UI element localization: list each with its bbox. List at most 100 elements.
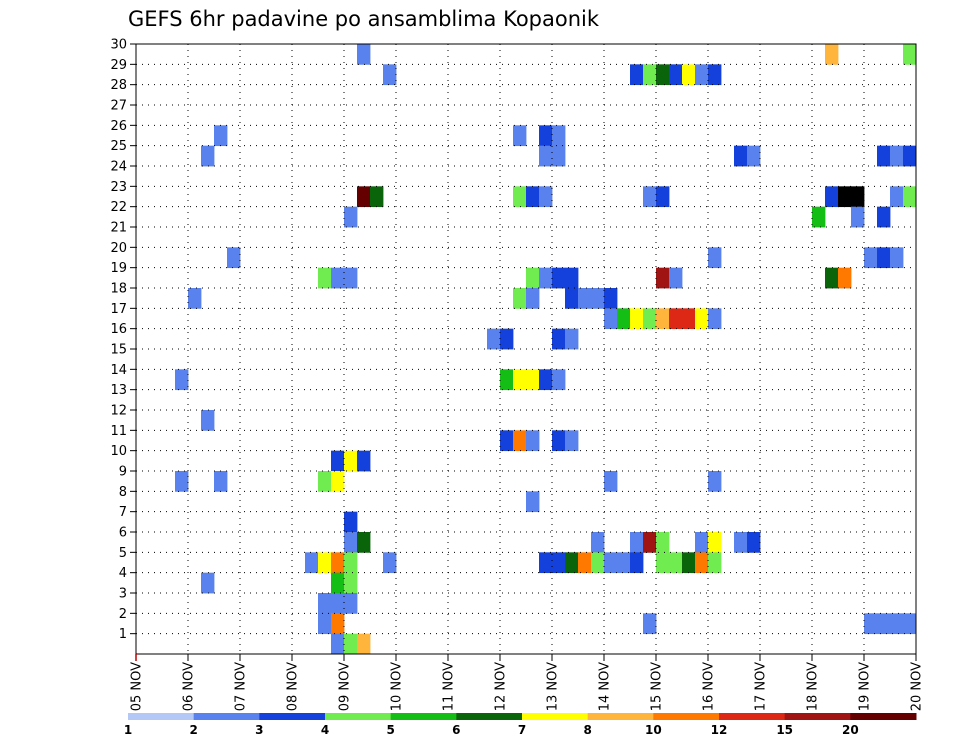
y-tick-label: 29	[110, 58, 127, 73]
heatmap-cell	[630, 308, 644, 330]
heatmap-cell	[630, 64, 644, 86]
heatmap-cell	[604, 288, 618, 309]
heatmap-cell	[539, 186, 553, 208]
heatmap-cell	[851, 186, 865, 208]
colorbar-label: 15	[776, 723, 793, 737]
heatmap-cell	[708, 471, 722, 492]
x-tick-label: 20 NOV	[910, 662, 925, 711]
heatmap-cell	[604, 308, 618, 330]
heatmap-cell	[643, 186, 657, 208]
heatmap-cell	[552, 369, 566, 391]
heatmap-cell	[331, 450, 345, 472]
colorbar-label: 2	[189, 723, 197, 737]
heatmap-cell	[565, 288, 579, 309]
heatmap-cell	[695, 64, 709, 86]
heatmap-cell	[643, 64, 657, 86]
x-tick-label: 05 NOV	[130, 662, 145, 711]
heatmap-cell	[344, 511, 358, 533]
heatmap-cell	[838, 186, 852, 208]
x-tick-label: 16 NOV	[702, 662, 717, 711]
heatmap-cell	[656, 64, 670, 86]
heatmap-cell	[357, 633, 371, 655]
x-tick-label: 07 NOV	[234, 662, 249, 711]
y-tick-label: 11	[110, 424, 127, 439]
heatmap-cell	[851, 206, 865, 228]
y-tick-label: 4	[119, 566, 127, 581]
heatmap-cell	[617, 552, 631, 574]
heatmap-cell	[591, 552, 605, 574]
heatmap-cell	[643, 308, 657, 330]
heatmap-cell	[825, 186, 839, 208]
x-tick-label: 18 NOV	[806, 662, 821, 711]
colorbar-swatch	[128, 713, 195, 720]
heatmap-cell	[591, 532, 605, 553]
heatmap-cell	[578, 552, 592, 574]
heatmap-cell	[500, 328, 514, 350]
heatmap-cell	[552, 430, 566, 452]
heatmap-cell	[708, 552, 722, 574]
y-tick-label: 7	[119, 505, 127, 520]
heatmap-cell	[318, 613, 332, 635]
heatmap-cell	[357, 532, 371, 553]
y-tick-label: 25	[110, 139, 127, 154]
heatmap-cell	[695, 532, 709, 553]
x-tick-label: 15 NOV	[650, 662, 665, 711]
colorbar-swatch	[193, 713, 260, 720]
heatmap-cell	[903, 186, 917, 208]
y-tick-label: 27	[110, 99, 127, 114]
heatmap-cell	[331, 593, 345, 614]
heatmap-cell	[903, 145, 917, 167]
heatmap-cell	[331, 267, 345, 289]
heatmap-cell	[513, 288, 527, 309]
heatmap-cell	[617, 308, 631, 330]
heatmap-cell	[526, 288, 540, 309]
heatmap-cell	[877, 247, 891, 269]
heatmap-cell	[188, 288, 202, 309]
heatmap-cell	[747, 532, 761, 553]
heatmap-cell	[331, 471, 345, 492]
heatmap-cell	[344, 572, 358, 594]
y-tick-label: 22	[110, 200, 127, 215]
y-tick-label: 26	[110, 119, 127, 134]
heatmap-cell	[656, 267, 670, 289]
y-tick-label: 19	[110, 261, 127, 276]
y-tick-label: 5	[119, 546, 127, 561]
y-tick-label: 16	[110, 322, 127, 337]
y-tick-label: 2	[119, 607, 127, 622]
heatmap-cell	[695, 308, 709, 330]
heatmap-cell	[630, 552, 644, 574]
heatmap-cell	[539, 267, 553, 289]
chart-title: GEFS 6hr padavine po ansamblima Kopaonik	[128, 7, 600, 31]
heatmap-cell	[825, 267, 839, 289]
heatmap-cell	[526, 186, 540, 208]
heatmap-cell	[357, 450, 371, 472]
heatmap-cell	[578, 288, 592, 309]
heatmap-cell	[526, 267, 540, 289]
heatmap-cell	[305, 552, 319, 574]
heatmap-cell	[695, 552, 709, 574]
heatmap-cell	[344, 552, 358, 574]
heatmap-cell	[643, 613, 657, 635]
heatmap-cell	[344, 267, 358, 289]
y-tick-label: 6	[119, 526, 127, 541]
heatmap-cell	[383, 64, 397, 86]
heatmap-cell	[656, 532, 670, 553]
heatmap-cells	[175, 44, 917, 655]
y-tick-label: 14	[110, 363, 127, 378]
heatmap-cell	[669, 552, 683, 574]
heatmap-cell	[838, 267, 852, 289]
y-tick-label: 9	[119, 465, 127, 480]
heatmap-cell	[175, 471, 189, 492]
heatmap-cell	[318, 471, 332, 492]
heatmap-cell	[214, 471, 228, 492]
heatmap-cell	[383, 552, 397, 574]
heatmap-cell	[669, 267, 683, 289]
heatmap-cell	[734, 532, 748, 553]
heatmap-cell	[214, 125, 228, 147]
heatmap-cell	[708, 64, 722, 86]
heatmap-cell	[513, 125, 527, 147]
y-tick-label: 8	[119, 485, 127, 500]
heatmap-cell	[344, 532, 358, 553]
heatmap-cell	[552, 267, 566, 289]
y-tick-label: 18	[110, 282, 127, 297]
